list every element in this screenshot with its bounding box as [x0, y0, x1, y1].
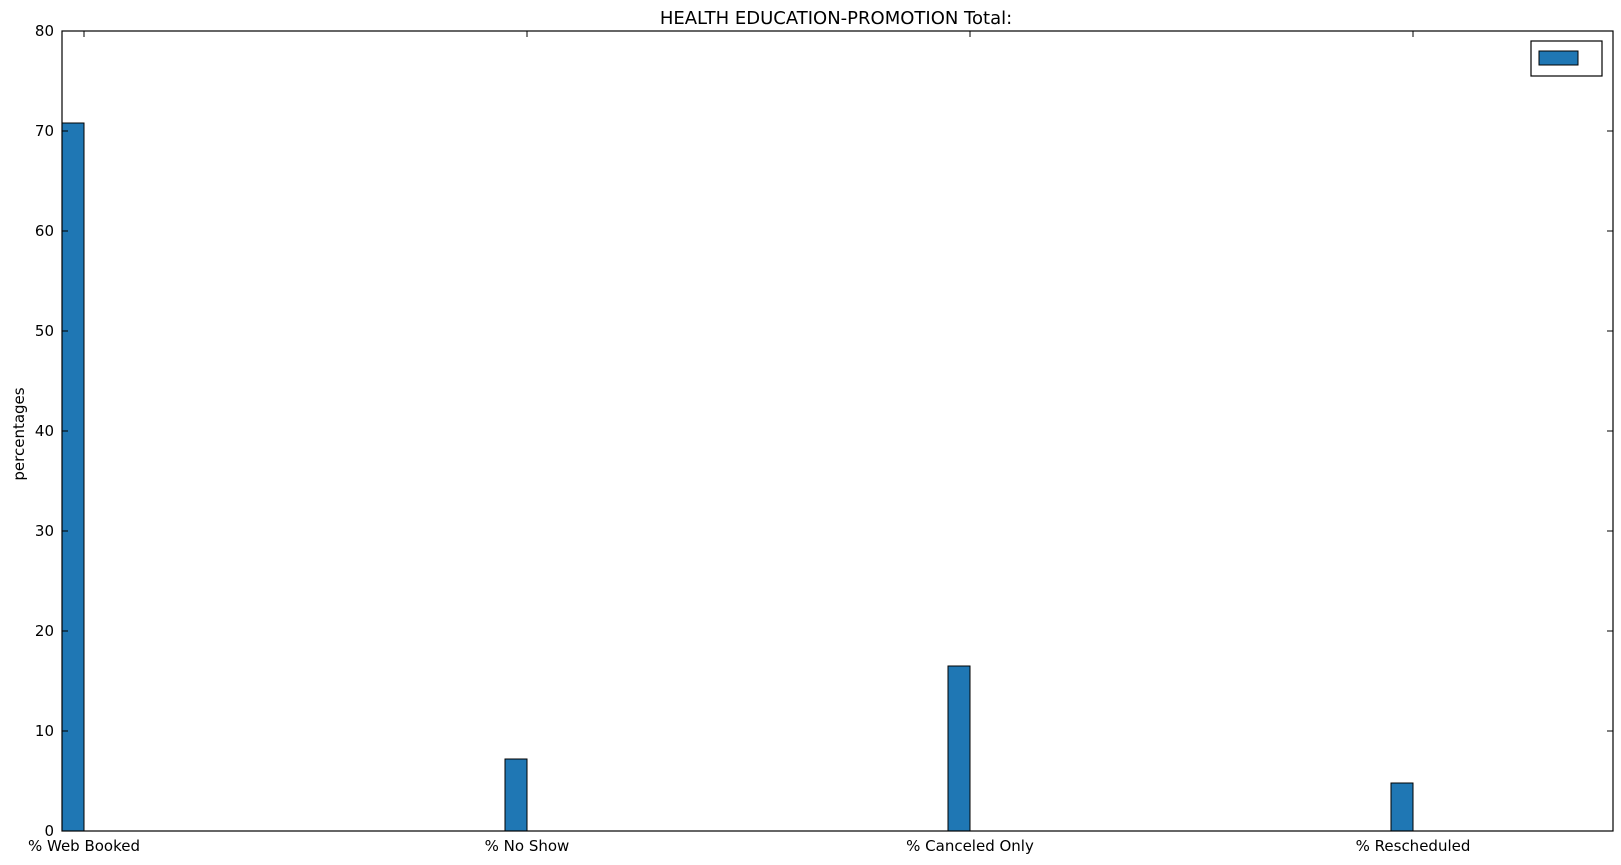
legend-swatch	[1538, 50, 1579, 66]
bar-3	[1390, 782, 1414, 832]
x-tick-label-0: % Web Booked	[28, 837, 140, 855]
chart-title: HEALTH EDUCATION-PROMOTION Total:	[660, 8, 1012, 29]
y-tick-label-5: 50	[35, 322, 54, 340]
x-tick-label-3: % Rescheduled	[1356, 837, 1471, 855]
y-tick-label-7: 70	[35, 122, 54, 140]
bars-layer	[61, 122, 1414, 832]
y-tick-label-4: 40	[35, 422, 54, 440]
bar-0	[61, 122, 85, 832]
y-tick-label-6: 60	[35, 222, 54, 240]
y-axis-label: percentages	[10, 387, 28, 480]
bar-2	[947, 665, 971, 832]
legend	[1530, 40, 1603, 77]
y-tick-label-8: 80	[35, 22, 54, 40]
bar-1	[504, 758, 528, 832]
y-tick-label-0: 0	[44, 822, 54, 840]
y-tick-label-2: 20	[35, 622, 54, 640]
ticks-layer: 0 10 20 30 40 50 60 70 80 % Web Booked % No Show % …	[28, 22, 1613, 855]
y-tick-label-1: 10	[35, 722, 54, 740]
y-tick-label-3: 30	[35, 522, 54, 540]
plot-frame	[61, 30, 1614, 832]
x-tick-label-2: % Canceled Only	[906, 837, 1034, 855]
x-tick-label-1: % No Show	[485, 837, 570, 855]
